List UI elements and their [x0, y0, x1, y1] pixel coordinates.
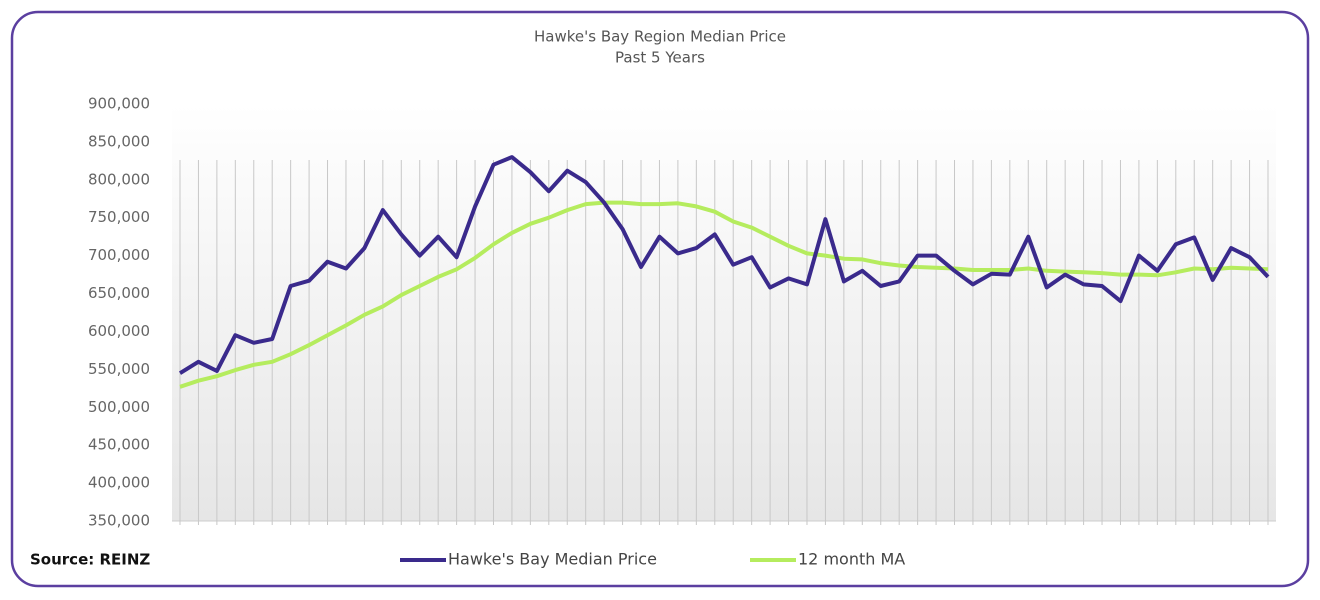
y-tick-label: 850,000 [88, 132, 150, 150]
y-tick-label: 800,000 [88, 170, 150, 188]
chart-title: Hawke's Bay Region Median Price [534, 28, 786, 46]
y-tick-label: 650,000 [88, 284, 150, 302]
y-tick-label: 500,000 [88, 398, 150, 416]
y-tick-label: 350,000 [88, 512, 150, 530]
plot-background [172, 104, 1276, 521]
y-tick-label: 400,000 [88, 474, 150, 492]
legend-label: Hawke's Bay Median Price [448, 550, 657, 569]
chart-subtitle: Past 5 Years [615, 49, 705, 67]
y-tick-label: 750,000 [88, 208, 150, 226]
y-tick-label: 600,000 [88, 322, 150, 340]
series-line [178, 155, 1270, 375]
y-tick-label: 700,000 [88, 246, 150, 264]
source: Source: REINZ [30, 551, 150, 569]
y-tick-label: 550,000 [88, 360, 150, 378]
y-tick-label: 900,000 [88, 95, 150, 113]
series-line [179, 200, 1269, 389]
y-tick-label: 450,000 [88, 436, 150, 454]
legend-label: 12 month MA [798, 550, 905, 569]
